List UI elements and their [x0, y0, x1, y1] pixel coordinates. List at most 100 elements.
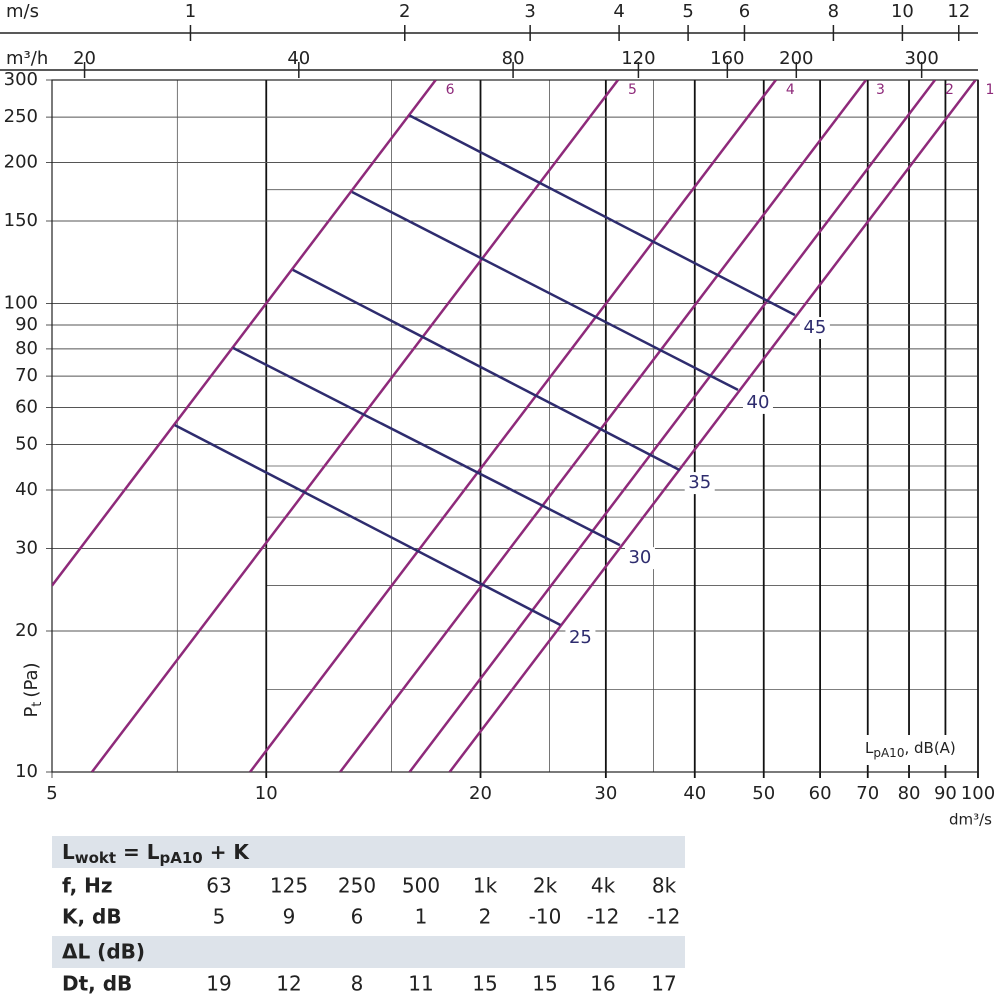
- table-cell: 250: [338, 874, 376, 898]
- series-line: [232, 346, 621, 547]
- label-bg: [799, 317, 830, 340]
- table-cell: 17: [651, 972, 676, 996]
- annotation: LpA10, dB(A): [865, 739, 956, 760]
- table-cell: 1: [415, 905, 428, 929]
- table-header-band: [52, 836, 685, 868]
- y-tick-label: 20: [15, 620, 38, 641]
- table-cell: 15: [472, 972, 497, 996]
- x-tick-label: 30: [594, 783, 617, 804]
- x-tick-label: 90: [934, 783, 957, 804]
- table-cell: 11: [408, 972, 433, 996]
- series-label: 3: [876, 82, 885, 98]
- x-tick-label: 70: [856, 783, 879, 804]
- table-cell: 2k: [533, 874, 558, 898]
- series-line: [408, 80, 936, 772]
- label-part: L: [62, 840, 75, 864]
- table-cell: 4k: [591, 874, 616, 898]
- label-part: pA10: [160, 849, 203, 867]
- table-cell: 9: [283, 905, 296, 929]
- table-header-band: [52, 936, 685, 968]
- top-tick-label: 20: [73, 48, 96, 69]
- label-part: + K: [203, 840, 251, 864]
- table-cell: 6: [351, 905, 364, 929]
- y-tick-label: 250: [4, 106, 38, 127]
- y-tick-label: 50: [15, 434, 38, 455]
- top-tick-label: 300: [904, 48, 938, 69]
- series-label: 35: [688, 472, 711, 493]
- table-cell: 15: [532, 972, 557, 996]
- label-part: (Pa): [21, 662, 42, 697]
- x-tick-label: 5: [46, 783, 57, 804]
- y-tick-label: 200: [4, 151, 38, 172]
- table-cell: 63: [206, 874, 231, 898]
- top-tick-label: 12: [947, 1, 970, 22]
- series-line: [292, 268, 681, 472]
- x-tick-label: 60: [809, 783, 832, 804]
- annotation-bg: [862, 735, 968, 765]
- table-formula: Lwokt = LpA10 + K: [62, 840, 250, 867]
- table-cell: 500: [402, 874, 440, 898]
- table-row-label: f, Hz: [62, 874, 113, 898]
- series-line: [448, 80, 977, 772]
- table-cell: 8k: [652, 874, 677, 898]
- table-cell: -12: [648, 905, 681, 929]
- series-label: 6: [446, 82, 455, 98]
- top-tick-label: 6: [739, 1, 750, 22]
- y-tick-label: 100: [4, 293, 38, 314]
- label-part: L: [865, 739, 874, 757]
- label-bg: [624, 547, 655, 570]
- top-tick-label: 200: [779, 48, 813, 69]
- top-tick-label: 80: [502, 48, 525, 69]
- x-tick-label: 80: [898, 783, 921, 804]
- table-cell: -12: [587, 905, 620, 929]
- top-tick-label: 5: [682, 1, 693, 22]
- table-cell: 5: [213, 905, 226, 929]
- label-part: wokt: [75, 849, 116, 867]
- label-part: t: [30, 702, 45, 707]
- series-line: [409, 114, 796, 317]
- table-cell: 16: [590, 972, 615, 996]
- series-label: 25: [569, 627, 592, 648]
- top-tick-label: 2: [399, 1, 410, 22]
- y-tick-label: 70: [15, 365, 38, 386]
- label-bg: [565, 626, 596, 649]
- top-tick-label: 8: [828, 1, 839, 22]
- table-section: ΔL (dB): [62, 940, 145, 964]
- table-row-label: Dt, dB: [62, 972, 132, 996]
- table-cell: 2: [479, 905, 492, 929]
- y-tick-label: 150: [4, 210, 38, 231]
- top-tick-label: 3: [524, 1, 535, 22]
- series-line: [351, 190, 739, 392]
- y-tick-label: 40: [15, 479, 38, 500]
- x-tick-label: 50: [752, 783, 775, 804]
- table-cell: -10: [529, 905, 562, 929]
- table-cell: 12: [276, 972, 301, 996]
- top-axis-label: m³/h: [6, 48, 48, 69]
- y-tick-label: 10: [15, 761, 38, 782]
- top-tick-label: 10: [891, 1, 914, 22]
- table-row-label: K, dB: [62, 905, 122, 929]
- series-line: [339, 80, 867, 772]
- series-label: 4: [786, 82, 795, 98]
- y-tick-label: 300: [4, 69, 38, 90]
- top-axis-label: m/s: [6, 1, 39, 22]
- x-axis-label: dm³/s: [949, 811, 992, 829]
- label-part: pA10: [873, 746, 904, 760]
- y-tick-label: 30: [15, 537, 38, 558]
- y-tick-label: 90: [15, 314, 38, 335]
- x-tick-label: 100: [961, 783, 995, 804]
- table: Lwokt = LpA10 + Kf, Hz 63 125 250 500 1k 2k 4k 8…: [62, 840, 680, 996]
- series-line: [174, 424, 561, 627]
- series-label: 40: [747, 392, 770, 413]
- series-label: 2: [945, 82, 954, 98]
- y-axis-label: Pt (Pa): [21, 662, 45, 717]
- y-tick-label: 60: [15, 396, 38, 417]
- x-tick-label: 40: [683, 783, 706, 804]
- label-part: = L: [116, 840, 160, 864]
- series-label: 1: [986, 82, 995, 98]
- top-tick-label: 4: [613, 1, 624, 22]
- series-line: [52, 80, 437, 587]
- top-tick-label: 1: [185, 1, 196, 22]
- series-label: 30: [628, 547, 651, 568]
